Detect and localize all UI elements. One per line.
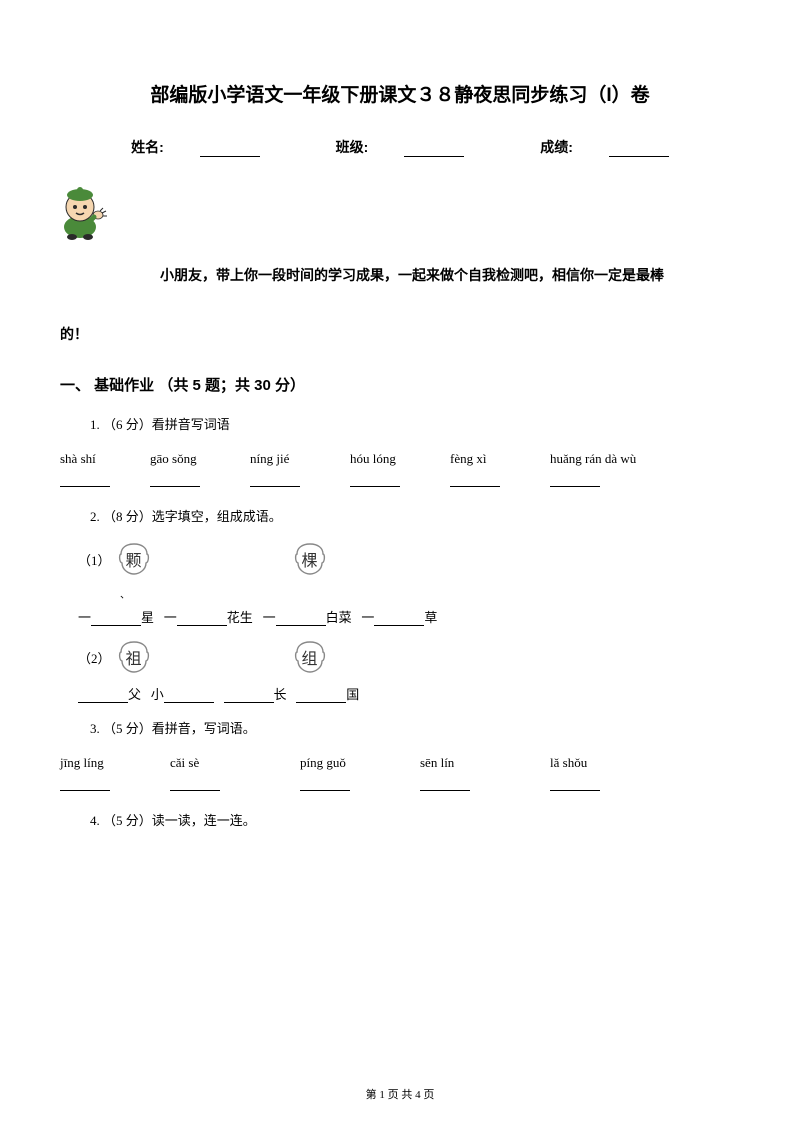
q1-pinyin-3: níng jié [250,451,350,467]
tiny-mark: 、 [120,586,740,601]
q2-l1-b2[interactable] [177,612,227,626]
q3-pinyin-1: jīng líng [60,755,170,771]
q1-blank-2[interactable] [150,471,200,487]
q3-blank-3[interactable] [300,775,350,791]
q1-blank-5[interactable] [450,471,500,487]
q2-sub1-num: （1） [78,550,111,569]
q3-blank-1[interactable] [60,775,110,791]
question-4-label: 4. （5 分）读一读，连一连。 [90,809,740,832]
q2-l2-b4[interactable] [296,689,346,703]
score-label: 成绩: [540,139,573,155]
class-label: 班级: [336,139,369,155]
q2-l1-b3[interactable] [276,612,326,626]
q1-blank-6[interactable] [550,471,600,487]
q3-pinyin-row: jīng líng cǎi sè píng guǒ sēn lín lǎ shǒ… [60,755,740,771]
q1-pinyin-row: shà shí gāo sǒng níng jié hóu lóng fèng … [60,451,740,467]
q3-pinyin-3: píng guǒ [300,755,420,771]
q1-pinyin-5: fèng xì [450,451,550,467]
question-2-label: 2. （8 分）选字填空，组成成语。 [90,505,740,528]
q3-blank-4[interactable] [420,775,470,791]
q1-pinyin-1: shà shí [60,451,150,467]
intro-text-line1: 小朋友，带上你一段时间的学习成果，一起来做个自我检测吧，相信你一定是最棒 [60,256,740,295]
class-blank[interactable] [404,143,464,157]
q1-blank-1[interactable] [60,471,110,487]
q2-line1: 一星 一花生 一白菜 一草 [78,607,740,626]
q3-pinyin-5: lǎ shǒu [550,755,650,771]
q2-l1-b1[interactable] [91,612,141,626]
q1-blank-4[interactable] [350,471,400,487]
q2-line2: 父 小 长 国 [78,684,740,703]
score-blank[interactable] [609,143,669,157]
q1-blank-3[interactable] [250,471,300,487]
q1-blank-row [60,471,740,487]
mascot-icon [50,177,740,246]
char-icon-zu1: 祖 [117,640,151,674]
q2-l2-b1[interactable] [78,689,128,703]
q2-l2-b2[interactable] [164,689,214,703]
name-blank[interactable] [200,143,260,157]
q2-l2-b3[interactable] [224,689,274,703]
q2-sub2-num: （2） [78,648,111,667]
student-info-line: 姓名: 班级: 成绩: [60,137,740,157]
q3-blank-row [60,775,740,791]
char-icon-ke2: 棵 [293,542,327,576]
section-1-heading: 一、 基础作业 （共 5 题；共 30 分） [60,374,740,395]
q3-pinyin-2: cǎi sè [170,755,300,771]
q2-sub2: （2） 祖 组 [78,640,740,674]
page-title: 部编版小学语文一年级下册课文３８静夜思同步练习（I）卷 [60,80,740,107]
q2-sub1: （1） 颗 棵 [78,542,740,576]
q3-blank-2[interactable] [170,775,220,791]
q3-pinyin-4: sēn lín [420,755,550,771]
intro-text-line2: 的！ [60,315,740,354]
q1-pinyin-6: huǎng rán dà wù [550,451,690,467]
q2-l1-b4[interactable] [374,612,424,626]
q3-blank-5[interactable] [550,775,600,791]
char-icon-zu2: 组 [293,640,327,674]
page-footer: 第 1 页 共 4 页 [0,1086,800,1102]
name-label: 姓名: [131,139,164,155]
question-3-label: 3. （5 分）看拼音，写词语。 [90,717,740,740]
char-icon-ke1: 颗 [117,542,151,576]
q1-pinyin-2: gāo sǒng [150,451,250,467]
q1-pinyin-4: hóu lóng [350,451,450,467]
question-1-label: 1. （6 分）看拼音写词语 [90,413,740,436]
